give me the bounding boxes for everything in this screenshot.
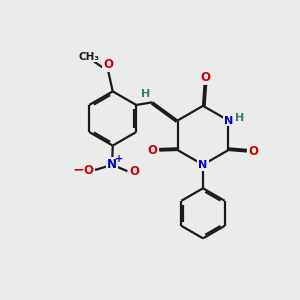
Text: CH₃: CH₃ <box>79 52 100 62</box>
Text: O: O <box>103 58 113 71</box>
Text: N: N <box>198 160 208 170</box>
Text: N: N <box>224 116 233 126</box>
Text: O: O <box>84 164 94 176</box>
Text: O: O <box>248 145 259 158</box>
Text: O: O <box>129 165 139 178</box>
Text: N: N <box>107 158 117 171</box>
Text: O: O <box>200 71 210 84</box>
Text: −: − <box>72 162 84 176</box>
Text: +: + <box>116 154 124 164</box>
Text: O: O <box>148 144 158 157</box>
Text: H: H <box>141 89 151 99</box>
Text: H: H <box>235 112 244 123</box>
